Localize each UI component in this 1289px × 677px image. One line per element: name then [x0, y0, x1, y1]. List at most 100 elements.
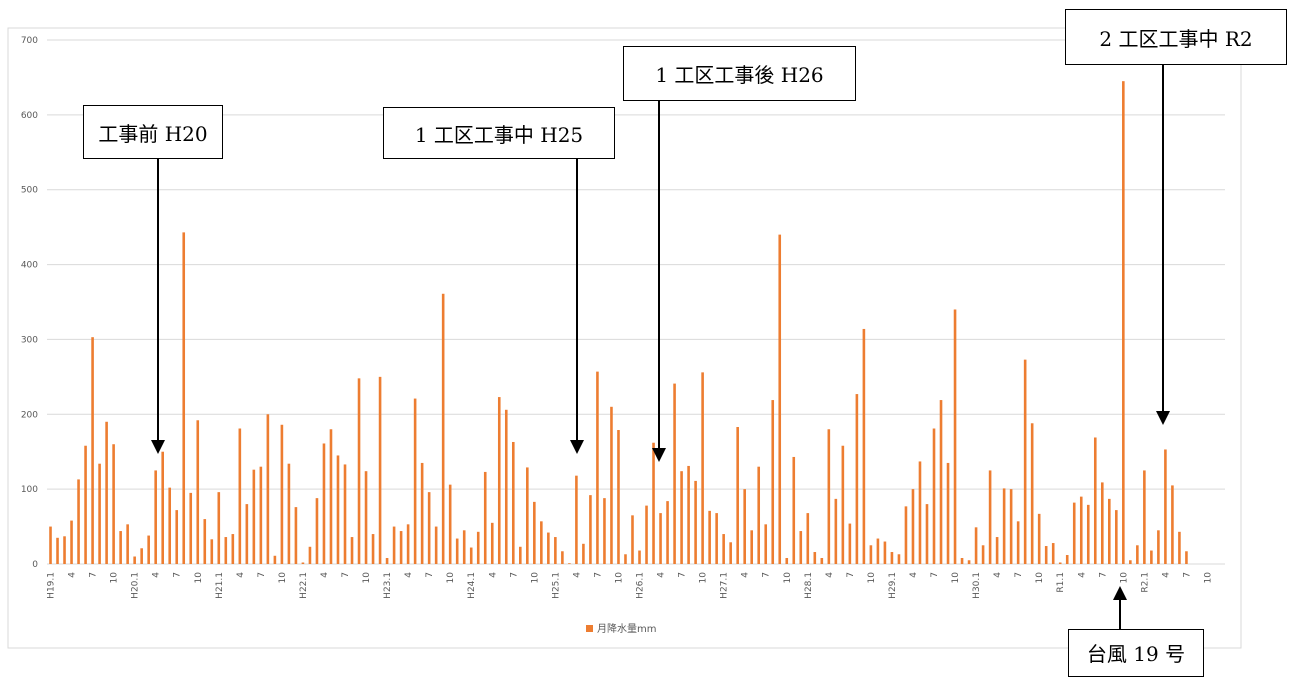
- bar: [462, 530, 466, 564]
- arrowhead-zone1-after: [652, 448, 666, 462]
- x-tick-label: 4: [152, 572, 162, 578]
- bar: [645, 505, 648, 564]
- x-tick-label: H26.1: [636, 572, 646, 599]
- bar: [946, 462, 950, 564]
- bar: [1122, 81, 1125, 565]
- bar: [897, 554, 901, 564]
- x-tick-label: 7: [425, 572, 435, 578]
- bar: [1157, 530, 1160, 564]
- bar: [1100, 482, 1104, 564]
- x-tick-label: H21.1: [215, 572, 225, 599]
- bar: [77, 479, 80, 564]
- bar: [1129, 560, 1132, 564]
- bar: [1037, 513, 1041, 564]
- arrow-zone2-during: [1162, 65, 1164, 411]
- x-tick-label: 10: [951, 572, 961, 584]
- bar: [105, 421, 108, 564]
- bar: [582, 543, 585, 564]
- bar: [1185, 551, 1188, 564]
- x-tick-label: 4: [572, 572, 582, 578]
- y-tick-label: 400: [21, 261, 38, 271]
- bar: [175, 510, 179, 564]
- bar: [84, 445, 87, 564]
- bar: [287, 463, 291, 564]
- bar: [322, 443, 326, 564]
- bar: [722, 534, 725, 564]
- x-tick-label: 4: [1077, 572, 1087, 578]
- bar: [589, 495, 592, 564]
- bar: [490, 522, 494, 564]
- x-tick-label: 7: [762, 572, 772, 578]
- bar: [133, 556, 136, 564]
- bar: [413, 398, 417, 564]
- bar: [575, 475, 578, 564]
- bar: [147, 535, 150, 564]
- x-tick-label: 10: [1204, 572, 1214, 584]
- bar: [315, 498, 319, 564]
- x-tick-label: 7: [257, 572, 267, 578]
- x-tick-label: 4: [825, 572, 835, 578]
- bar: [988, 470, 992, 564]
- bar: [49, 526, 52, 564]
- bar-series: [49, 81, 1188, 565]
- x-tick-label: H23.1: [383, 572, 393, 599]
- x-tick-label: 7: [89, 572, 99, 578]
- annotation-zone2-during: 2 工区工事中 R2: [1065, 9, 1287, 65]
- bar: [427, 492, 431, 564]
- x-tick-label: 4: [1161, 572, 1171, 578]
- annotation-before-construction: 工事前 H20: [83, 105, 223, 159]
- legend-label: 月降水量mm: [597, 622, 656, 635]
- bar: [827, 429, 831, 564]
- bar: [154, 470, 157, 564]
- x-tick-label: 7: [509, 572, 519, 578]
- bar: [750, 530, 753, 564]
- x-tick-label: 10: [699, 572, 709, 584]
- bar: [834, 498, 838, 564]
- bar: [1030, 423, 1034, 564]
- bar: [757, 466, 761, 564]
- bar: [778, 234, 782, 564]
- bar: [336, 455, 340, 564]
- bar: [1051, 543, 1055, 564]
- y-tick-label: 300: [21, 335, 38, 345]
- bar: [1079, 496, 1083, 564]
- bar: [308, 546, 312, 564]
- bar: [694, 480, 697, 564]
- annotation-typhoon: 台風 19 号: [1068, 629, 1204, 677]
- bar: [995, 537, 999, 564]
- x-tick-label: H24.1: [467, 572, 477, 599]
- bar: [883, 541, 887, 564]
- annotation-zone1-during: 1 工区工事中 H25: [383, 107, 615, 159]
- bar: [364, 471, 368, 564]
- gridlines: [47, 39, 1225, 565]
- bar: [904, 506, 908, 564]
- bar: [378, 376, 382, 564]
- x-tick-label: H27.1: [720, 572, 730, 599]
- x-tick-label: 7: [1098, 572, 1108, 578]
- bar: [1002, 488, 1006, 564]
- x-tick-label: 7: [846, 572, 856, 578]
- bar: [119, 531, 122, 564]
- bar: [63, 536, 66, 564]
- bar: [876, 538, 880, 564]
- bar: [666, 501, 669, 564]
- bar: [273, 555, 277, 564]
- bar: [1009, 489, 1013, 564]
- bar: [771, 400, 775, 564]
- x-tick-label: H29.1: [888, 572, 898, 599]
- bar: [1058, 562, 1062, 564]
- bar: [596, 371, 599, 564]
- arrow-typhoon: [1119, 600, 1121, 629]
- bar: [357, 378, 361, 564]
- bar: [161, 451, 164, 564]
- bar: [1164, 449, 1167, 564]
- arrowhead-zone1-during: [570, 440, 584, 454]
- bar: [1044, 546, 1048, 564]
- bar: [294, 507, 298, 564]
- bar: [266, 414, 270, 564]
- bar: [806, 513, 810, 564]
- bar: [1016, 521, 1020, 564]
- x-tick-label: H20.1: [131, 572, 141, 599]
- bar: [813, 552, 817, 564]
- bar: [785, 558, 789, 564]
